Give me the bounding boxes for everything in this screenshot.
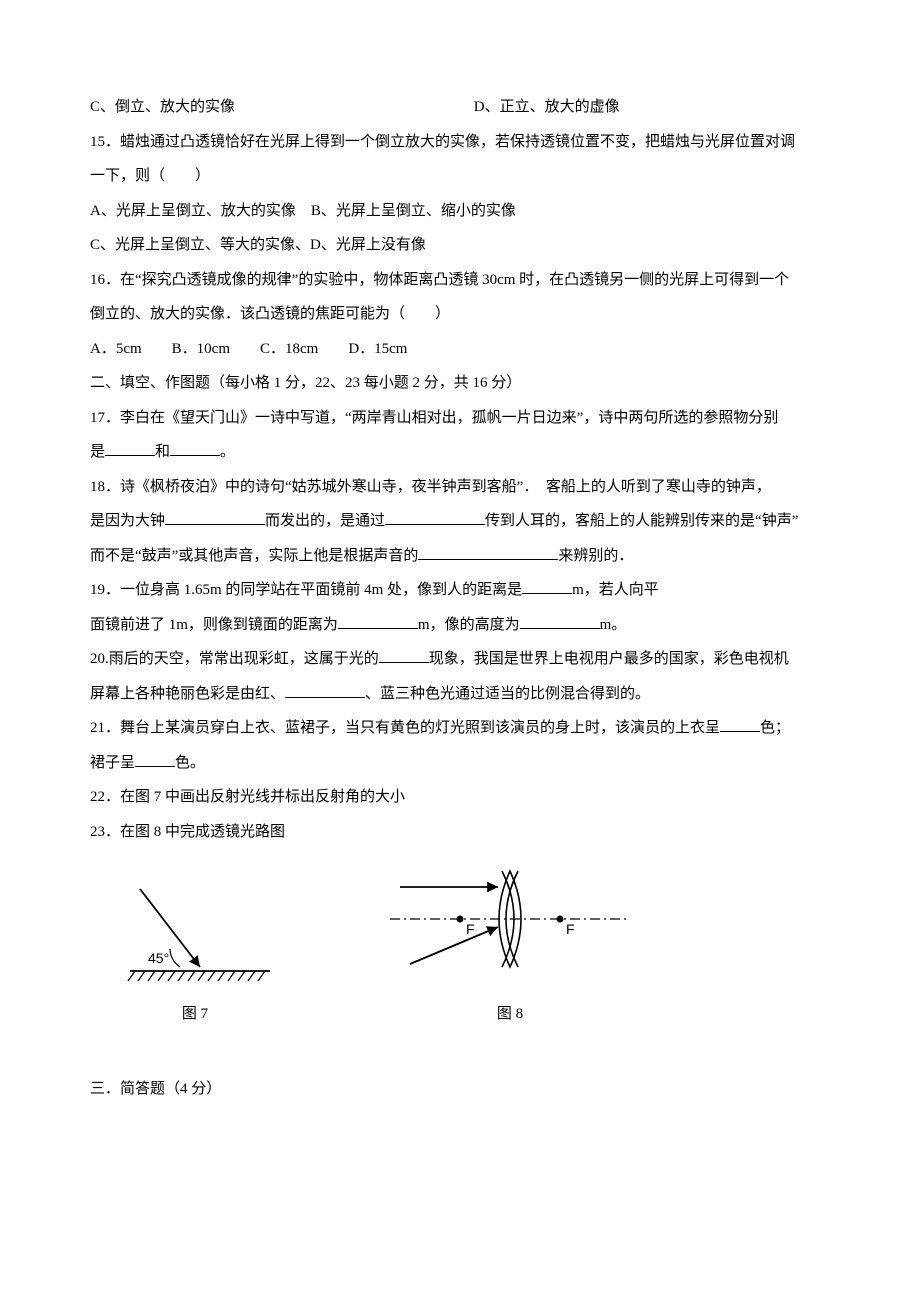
q20-blank-1 xyxy=(379,647,429,663)
q15-opts-ab: A、光屏上呈倒立、放大的实像 B、光屏上呈倒立、缩小的实像 xyxy=(90,194,830,229)
q20-p2b: 、蓝三种色光通过适当的比例混合得到的。 xyxy=(365,686,650,702)
figure-8-svg: F F xyxy=(380,859,640,979)
q16-stem-2: 倒立的、放大的实像．该凸透镜的焦距可能为（ ） xyxy=(90,297,830,332)
q19-line-2: 面镜前进了 1m，则像到镜面的距离为 m，像的高度为 m。 xyxy=(90,608,830,643)
q17-p2a: 是 xyxy=(90,444,105,460)
q14-opt-d: D、正立、放大的虚像 xyxy=(474,90,620,125)
q19-p2a: 面镜前进了 1m，则像到镜面的距离为 xyxy=(90,617,338,633)
q15-stem-2: 一下，则（ ） xyxy=(90,159,830,194)
q18-line-2: 是因为大钟 而发出的，是通过 传到人耳的，客船上的人能辨别传来的是“钟声” xyxy=(90,504,830,539)
q19-p2c: m。 xyxy=(600,617,627,633)
figures-row: 45° 图 7 F F 图 8 xyxy=(90,859,830,1032)
fig8-f-left: F xyxy=(466,921,475,937)
q16-opts: A．5cm B．10cm C．18cm D．15cm xyxy=(90,332,830,367)
q20-p2a: 屏幕上各种艳丽色彩是由红、 xyxy=(90,686,285,702)
q17-line-1: 17．李白在《望天门山》一诗中写道，“两岸青山相对出，孤帆一片日边来”，诗中两句… xyxy=(90,401,830,436)
q21-line-2: 裙子呈 色。 xyxy=(90,746,830,781)
q21-p2a: 裙子呈 xyxy=(90,755,135,771)
q19-p2b: m，像的高度为 xyxy=(418,617,520,633)
q14-opt-c: C、倒立、放大的实像 xyxy=(90,90,470,125)
q21-p1a: 21．舞台上某演员穿白上衣、蓝裙子，当只有黄色的灯光照到该演员的身上时，该演员的… xyxy=(90,720,720,736)
q21-p1b: 色； xyxy=(760,720,790,736)
q19-p1b: m，若人向平 xyxy=(572,582,659,598)
q20-line-1: 20.雨后的天空，常常出现彩虹，这属于光的 现象，我国是世界上电视用户最多的国家，… xyxy=(90,642,830,677)
q17-p2b: 和 xyxy=(155,444,170,460)
figure-7-svg: 45° xyxy=(110,879,280,989)
section-3-heading: 三．简答题（4 分） xyxy=(90,1072,830,1107)
q18-p2b: 而发出的，是通过 xyxy=(265,513,385,529)
q19-blank-1 xyxy=(522,578,572,594)
q18-blank-1 xyxy=(165,509,265,525)
section-2-heading: 二、填空、作图题（每小格 1 分，22、23 每小题 2 分，共 16 分） xyxy=(90,366,830,401)
q18-line-3: 而不是“鼓声”或其他声音，实际上他是根据声音的 来辨别的． xyxy=(90,539,830,574)
q18-blank-2 xyxy=(385,509,485,525)
figure-7-block: 45° 图 7 xyxy=(110,879,280,1032)
q20-p1a: 20.雨后的天空，常常出现彩虹，这属于光的 xyxy=(90,651,379,667)
fig8-f-right: F xyxy=(566,921,575,937)
q19-p1a: 19．一位身高 1.65m 的同学站在平面镜前 4m 处，像到人的距离是 xyxy=(90,582,522,598)
q21-blank-1 xyxy=(720,716,760,732)
q22-stem: 22．在图 7 中画出反射光线并标出反射角的大小 xyxy=(90,780,830,815)
q18-p2a: 是因为大钟 xyxy=(90,513,165,529)
fig7-angle-label: 45° xyxy=(148,950,169,966)
q21-p2b: 色。 xyxy=(175,755,205,771)
q21-line-1: 21．舞台上某演员穿白上衣、蓝裙子，当只有黄色的灯光照到该演员的身上时，该演员的… xyxy=(90,711,830,746)
q18-line-1: 18．诗《枫桥夜泊》中的诗句“姑苏城外寒山寺，夜半钟声到客船”． 客船上的人听到… xyxy=(90,470,830,505)
q14-options-cd: C、倒立、放大的实像 D、正立、放大的虚像 xyxy=(90,90,830,125)
q17-blank-1 xyxy=(105,440,155,456)
q17-p2c: 。 xyxy=(220,444,235,460)
fig8-caption: 图 8 xyxy=(380,997,640,1032)
q17-blank-2 xyxy=(170,440,220,456)
q15-opts-cd: C、光屏上呈倒立、等大的实像、D、光屏上没有像 xyxy=(90,228,830,263)
fig7-caption: 图 7 xyxy=(110,997,280,1032)
q19-line-1: 19．一位身高 1.65m 的同学站在平面镜前 4m 处，像到人的距离是 m，若人… xyxy=(90,573,830,608)
q18-p3a: 而不是“鼓声”或其他声音，实际上他是根据声音的 xyxy=(90,548,418,564)
q16-stem-1: 16．在“探究凸透镜成像的规律”的实验中，物体距离凸透镜 30cm 时，在凸透镜… xyxy=(90,263,830,298)
q23-stem: 23．在图 8 中完成透镜光路图 xyxy=(90,815,830,850)
q21-blank-2 xyxy=(135,751,175,767)
q17-line-2: 是 和 。 xyxy=(90,435,830,470)
q20-line-2: 屏幕上各种艳丽色彩是由红、 、蓝三种色光通过适当的比例混合得到的。 xyxy=(90,677,830,712)
q19-blank-2 xyxy=(338,613,418,629)
figure-8-block: F F 图 8 xyxy=(380,859,640,1032)
q18-p2c: 传到人耳的，客船上的人能辨别传来的是“钟声” xyxy=(485,513,798,529)
q18-p3b: 来辨别的． xyxy=(558,548,633,564)
q20-blank-2 xyxy=(285,682,365,698)
q18-blank-3 xyxy=(418,544,558,560)
q20-p1b: 现象，我国是世界上电视用户最多的国家，彩色电视机 xyxy=(429,651,789,667)
q19-blank-3 xyxy=(520,613,600,629)
q15-stem-1: 15．蜡烛通过凸透镜恰好在光屏上得到一个倒立放大的实像，若保持透镜位置不变，把蜡… xyxy=(90,125,830,160)
